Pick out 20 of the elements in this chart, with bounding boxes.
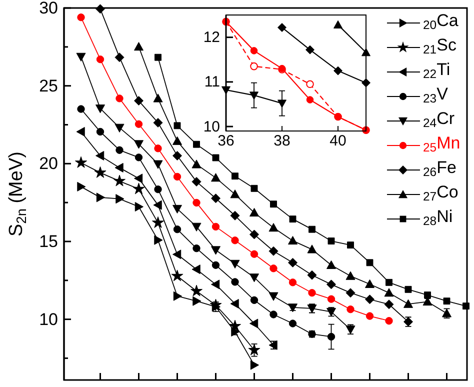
y-tick-label: 15 [39, 232, 58, 251]
legend-label: $_{20}$Ca [423, 11, 459, 32]
legend-label: $_{25}$Mn [423, 134, 460, 154]
legend-label: $_{21}$Sc [423, 36, 457, 56]
y-tick-label: 10 [39, 310, 58, 329]
legend-label: $_{28}$Ni [423, 207, 453, 228]
legend-label: $_{22}$Ti [423, 60, 450, 81]
legend-label: $_{23}$V [423, 84, 449, 106]
x-tick-label: 40 [330, 132, 346, 150]
x-tick-label: 38 [274, 132, 290, 150]
legend-label: $_{26}$Fe [423, 158, 456, 179]
y-tick-label: 25 [39, 76, 58, 96]
y-tick-label: 30 [39, 0, 58, 18]
legend-label: $_{27}$Co [423, 182, 458, 204]
legend-label: $_{24}$Cr [423, 109, 455, 130]
y-tick-label: 20 [39, 154, 58, 174]
y-tick-label: 10 [203, 118, 220, 136]
y-tick-label: 12 [203, 29, 220, 46]
x-tick-label: 36 [218, 132, 234, 150]
y-tick-label: 11 [204, 74, 220, 91]
